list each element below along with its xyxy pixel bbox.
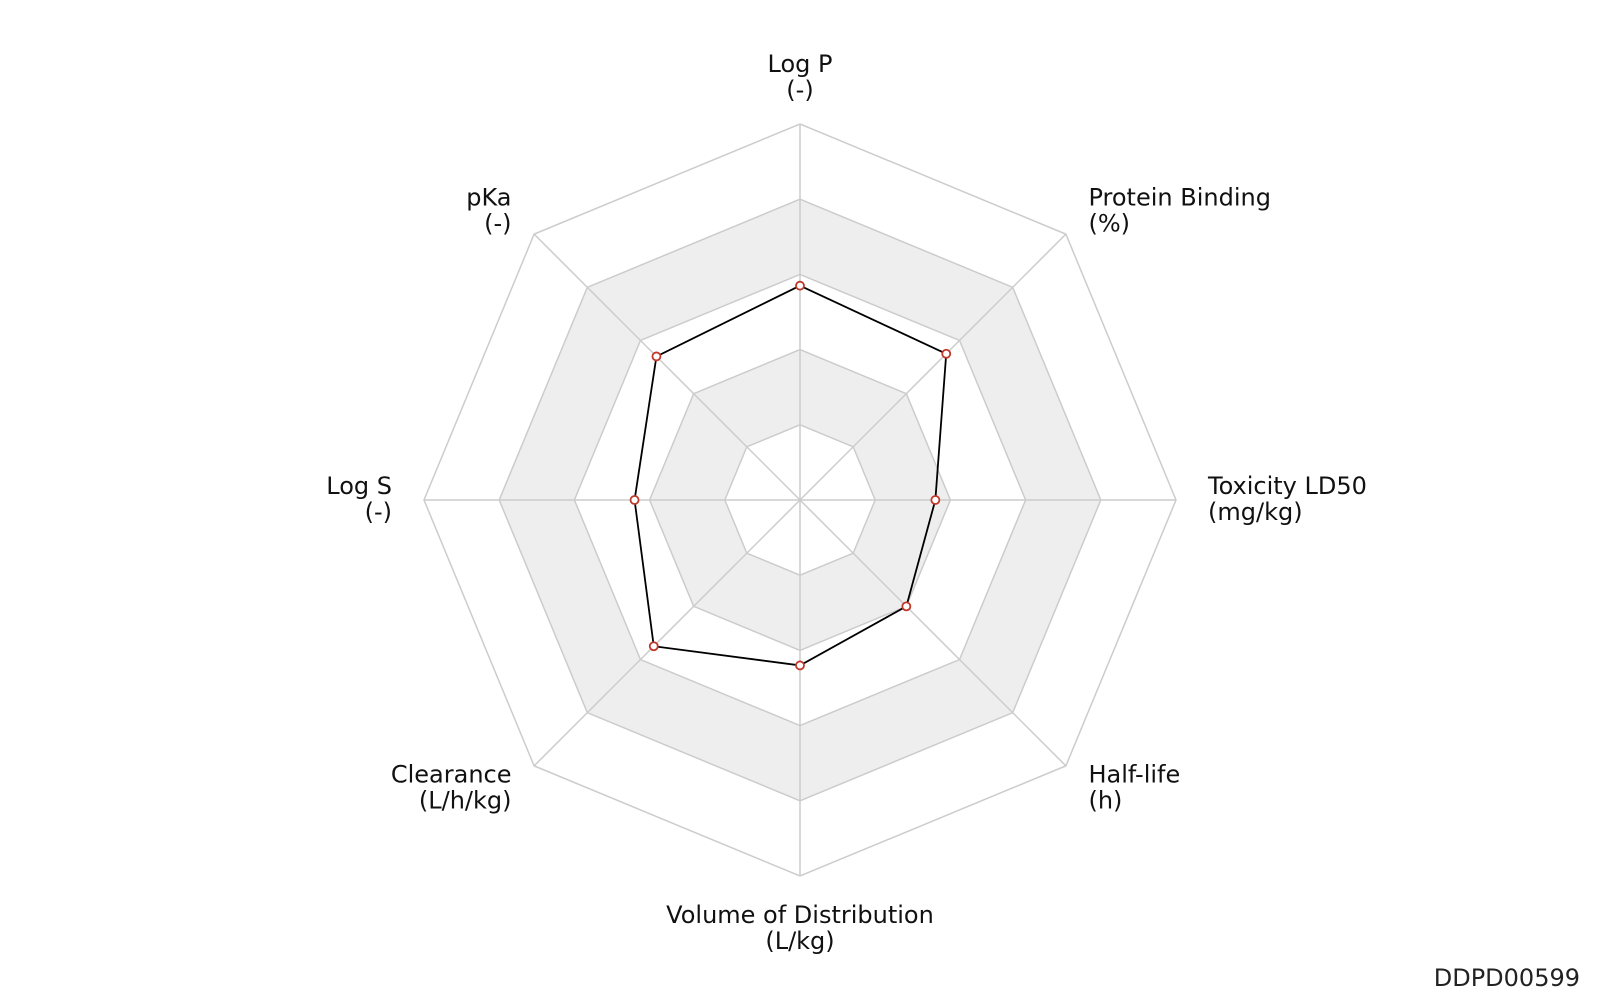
axis-label: Toxicity LD50 (mg/kg) bbox=[1207, 472, 1367, 526]
data-point bbox=[648, 641, 659, 652]
data-point bbox=[651, 351, 662, 362]
axis-label-name: Clearance bbox=[391, 760, 512, 788]
axis-label-unit: (L/h/kg) bbox=[419, 786, 512, 814]
document-id-watermark: DDPD00599 bbox=[1433, 964, 1580, 992]
radar-spokes bbox=[424, 124, 1176, 876]
axis-label: Log S (-) bbox=[326, 472, 392, 526]
radar-spoke bbox=[533, 499, 801, 767]
data-point bbox=[941, 348, 952, 359]
axis-label-unit: (-) bbox=[365, 498, 392, 526]
radar-spoke bbox=[533, 233, 801, 501]
radar-axis-labels: Log P (-)Protein Binding (%)Toxicity LD50(… bbox=[326, 50, 1367, 955]
data-point bbox=[930, 495, 941, 505]
axis-label-unit: (mg/kg) bbox=[1208, 498, 1303, 526]
axis-label-unit: (-) bbox=[484, 210, 511, 238]
axis-label-unit: (%) bbox=[1088, 210, 1130, 238]
axis-label: Half-life (h) bbox=[1088, 760, 1180, 814]
axis-label-unit: (-) bbox=[786, 76, 813, 104]
axis-label-name: Log P bbox=[768, 50, 833, 78]
axis-label: Clearance (L/h/kg) bbox=[391, 760, 512, 814]
axis-label-name: Toxicity LD50 bbox=[1207, 472, 1367, 500]
axis-label-name: Log S bbox=[326, 472, 392, 500]
axis-label: Protein Binding (%) bbox=[1088, 184, 1270, 238]
axis-label-name: Protein Binding bbox=[1088, 184, 1270, 212]
data-point bbox=[901, 601, 912, 612]
axis-label-unit: (h) bbox=[1088, 786, 1122, 814]
data-point bbox=[629, 495, 640, 505]
axis-label: Volume of Distribution (L/kg) bbox=[666, 901, 934, 955]
axis-label-name: pKa bbox=[466, 184, 511, 212]
radar-spoke bbox=[799, 499, 1067, 767]
axis-label-unit: (L/kg) bbox=[765, 927, 834, 955]
radar-spoke bbox=[799, 233, 1067, 501]
data-point bbox=[795, 660, 805, 671]
axis-label: pKa (-) bbox=[466, 184, 511, 238]
data-point bbox=[795, 280, 805, 291]
radar-series bbox=[629, 280, 952, 671]
axis-label-name: Volume of Distribution bbox=[666, 901, 934, 929]
axis-label-name: Half-life bbox=[1088, 760, 1180, 788]
axis-label: Log P (-) bbox=[768, 50, 833, 104]
